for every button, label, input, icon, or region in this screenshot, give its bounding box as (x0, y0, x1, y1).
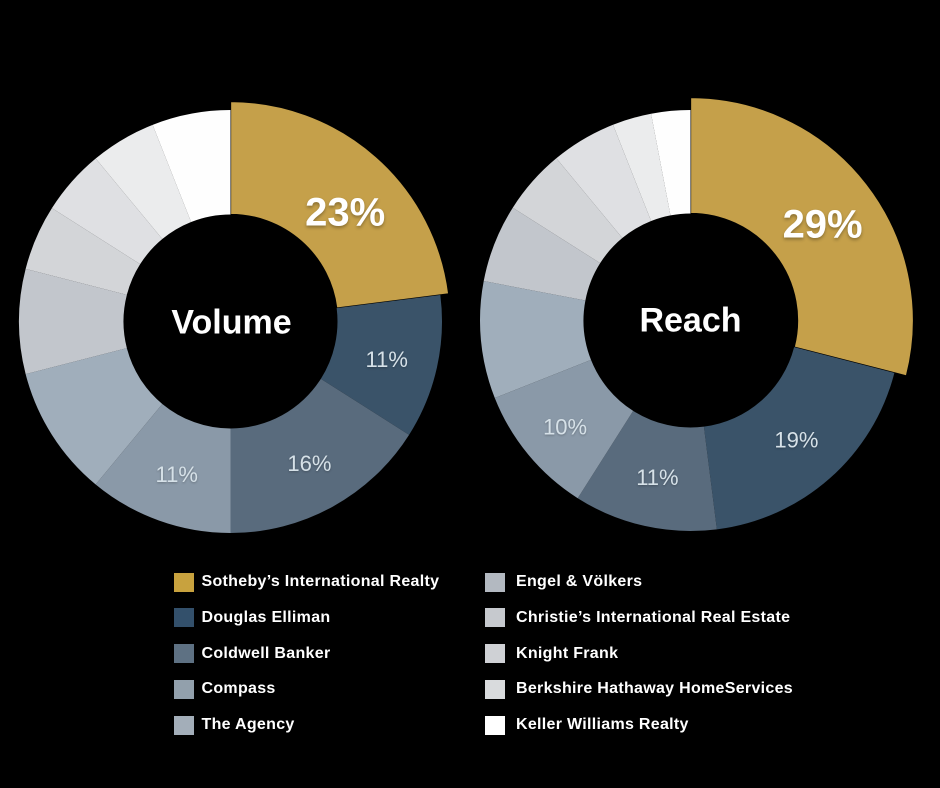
svg-text:Reach: Reach (639, 302, 741, 340)
svg-text:16%: 16% (287, 451, 331, 476)
svg-text:11%: 11% (365, 347, 407, 372)
svg-text:23%: 23% (305, 190, 385, 234)
svg-text:29%: 29% (783, 203, 863, 247)
svg-text:11%: 11% (155, 462, 197, 487)
svg-text:19%: 19% (774, 428, 818, 453)
svg-text:11%: 11% (636, 465, 678, 490)
svg-text:Volume: Volume (171, 304, 291, 342)
svg-text:10%: 10% (543, 415, 587, 440)
